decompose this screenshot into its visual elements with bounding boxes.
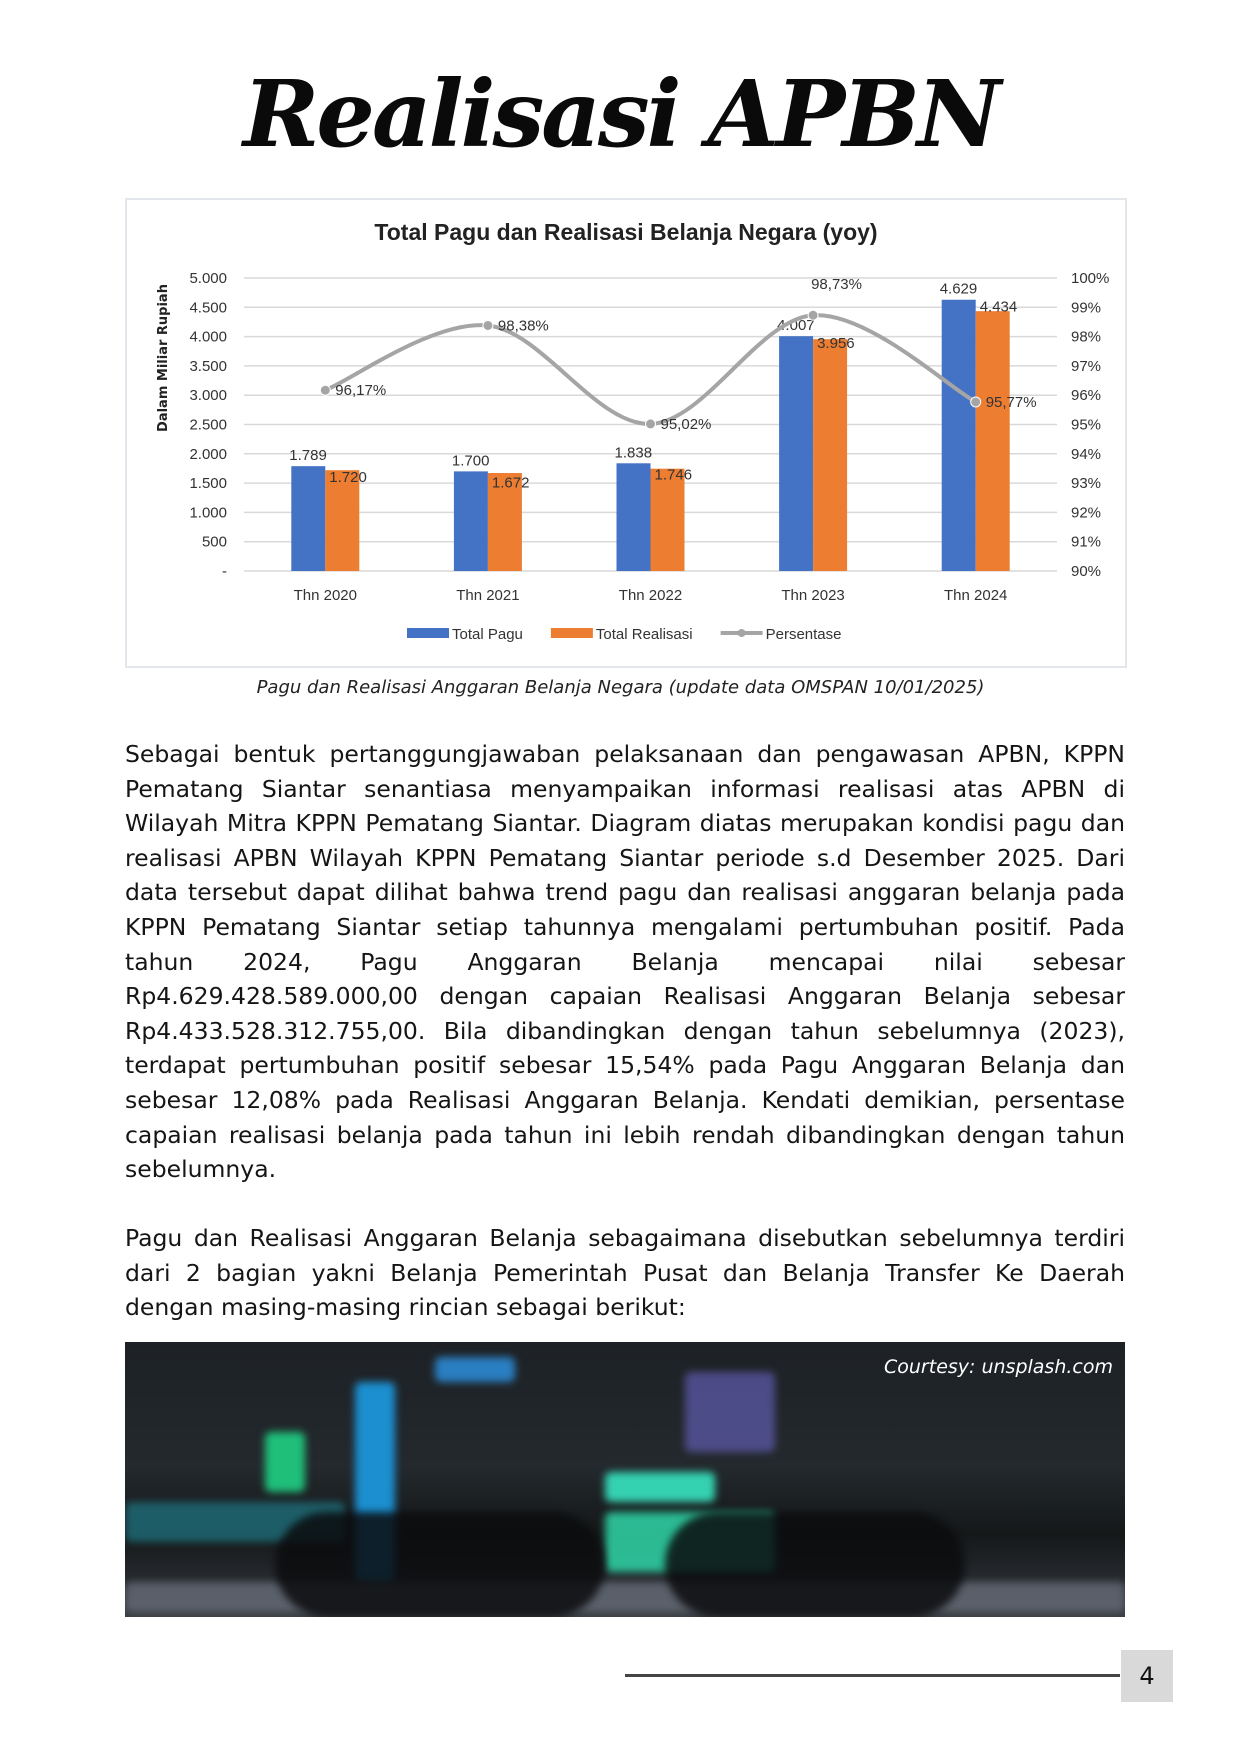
x-tick-label: Thn 2023 xyxy=(781,587,844,604)
bar-total-pagu xyxy=(779,336,814,571)
bar-total-pagu xyxy=(616,463,651,571)
body-paragraph: Pagu dan Realisasi Anggaran Belanja seba… xyxy=(125,1224,1125,1322)
chart: Total Pagu dan Realisasi Belanja Negara … xyxy=(125,198,1127,668)
data-label: 4.629 xyxy=(940,281,978,298)
y2-tick-label: 96% xyxy=(1071,387,1101,404)
y-tick-label: - xyxy=(222,563,227,580)
bar-total-pagu xyxy=(291,466,326,571)
y2-tick-label: 91% xyxy=(1071,534,1101,551)
x-tick-label: Thn 2020 xyxy=(294,587,357,604)
percentage-point xyxy=(645,418,656,430)
percentage-point xyxy=(970,396,982,408)
percentage-point xyxy=(482,319,494,331)
x-tick-label: Thn 2024 xyxy=(944,587,1007,604)
bar-total-realisasi xyxy=(975,311,1010,571)
y-tick-label: 5.000 xyxy=(189,270,227,287)
y-tick-label: 500 xyxy=(202,534,227,551)
y-axis-title: Dalam Miliar Rupiah xyxy=(156,284,171,432)
y2-tick-label: 95% xyxy=(1071,417,1101,434)
y2-tick-label: 100% xyxy=(1071,270,1109,287)
y-tick-label: 2.000 xyxy=(189,446,227,463)
legend-marker xyxy=(737,629,746,637)
bar-total-pagu xyxy=(453,471,488,571)
y2-tick-label: 92% xyxy=(1071,504,1101,521)
bar-total-realisasi xyxy=(487,473,522,571)
bar-total-realisasi xyxy=(325,470,360,571)
y2-tick-label: 98% xyxy=(1071,329,1101,346)
y-tick-label: 3.500 xyxy=(189,358,227,375)
bar-total-pagu xyxy=(941,299,976,571)
decorative-photo: Courtesy: unsplash.com xyxy=(125,1342,1125,1617)
page-number: 4 xyxy=(1121,1650,1173,1702)
x-tick-label: Thn 2021 xyxy=(456,587,519,604)
bar-total-realisasi xyxy=(650,468,685,571)
percentage-line xyxy=(324,313,977,426)
data-label: 1.700 xyxy=(452,452,490,469)
chart-caption: Pagu dan Realisasi Anggaran Belanja Nega… xyxy=(256,677,985,698)
y2-tick-label: 94% xyxy=(1071,446,1101,463)
legend-swatch xyxy=(407,628,449,638)
page-title: Realisasi APBN xyxy=(242,60,1001,168)
legend-label: Total Realisasi xyxy=(596,626,693,643)
data-label: 1.720 xyxy=(329,469,367,486)
percentage-label: 96,17% xyxy=(335,382,386,399)
y2-tick-label: 93% xyxy=(1071,475,1101,492)
bar-total-realisasi xyxy=(813,339,848,571)
y-tick-label: 4.500 xyxy=(189,299,227,316)
y2-tick-label: 90% xyxy=(1071,563,1101,580)
chart-title: Total Pagu dan Realisasi Belanja Negara … xyxy=(374,219,877,245)
data-label: 1.789 xyxy=(289,447,327,464)
chart-svg: Total Pagu dan Realisasi Belanja Negara … xyxy=(156,219,1109,643)
y-tick-label: 2.500 xyxy=(189,417,227,434)
body-paragraph: Sebagai bentuk pertanggungjawaban pelaks… xyxy=(125,740,1125,1184)
photo-credit: Courtesy: unsplash.com xyxy=(884,1356,1113,1378)
data-label: 4.434 xyxy=(980,299,1018,316)
percentage-label: 95,77% xyxy=(986,394,1037,411)
data-label: 1.746 xyxy=(655,466,693,483)
legend-label: Total Pagu xyxy=(452,626,523,643)
percentage-label: 98,38% xyxy=(498,317,549,334)
y-tick-label: 3.000 xyxy=(189,387,227,404)
y2-tick-label: 97% xyxy=(1071,358,1101,375)
y2-tick-label: 99% xyxy=(1071,299,1101,316)
percentage-label: 98,73% xyxy=(811,276,862,293)
percentage-label: 95,02% xyxy=(661,416,712,433)
data-label: 4.007 xyxy=(777,317,815,334)
legend-swatch xyxy=(550,628,593,638)
data-label: 3.956 xyxy=(817,335,855,352)
legend-label: Persentase xyxy=(766,626,842,643)
data-label: 1.672 xyxy=(492,474,530,491)
x-tick-label: Thn 2022 xyxy=(619,587,682,604)
y-tick-label: 1.500 xyxy=(189,475,227,492)
percentage-point xyxy=(319,384,331,396)
y-tick-label: 4.000 xyxy=(189,329,227,346)
data-label: 1.838 xyxy=(615,444,653,461)
y-tick-label: 1.000 xyxy=(189,504,227,521)
percentage-point xyxy=(807,309,819,321)
footer-divider xyxy=(625,1674,1120,1677)
